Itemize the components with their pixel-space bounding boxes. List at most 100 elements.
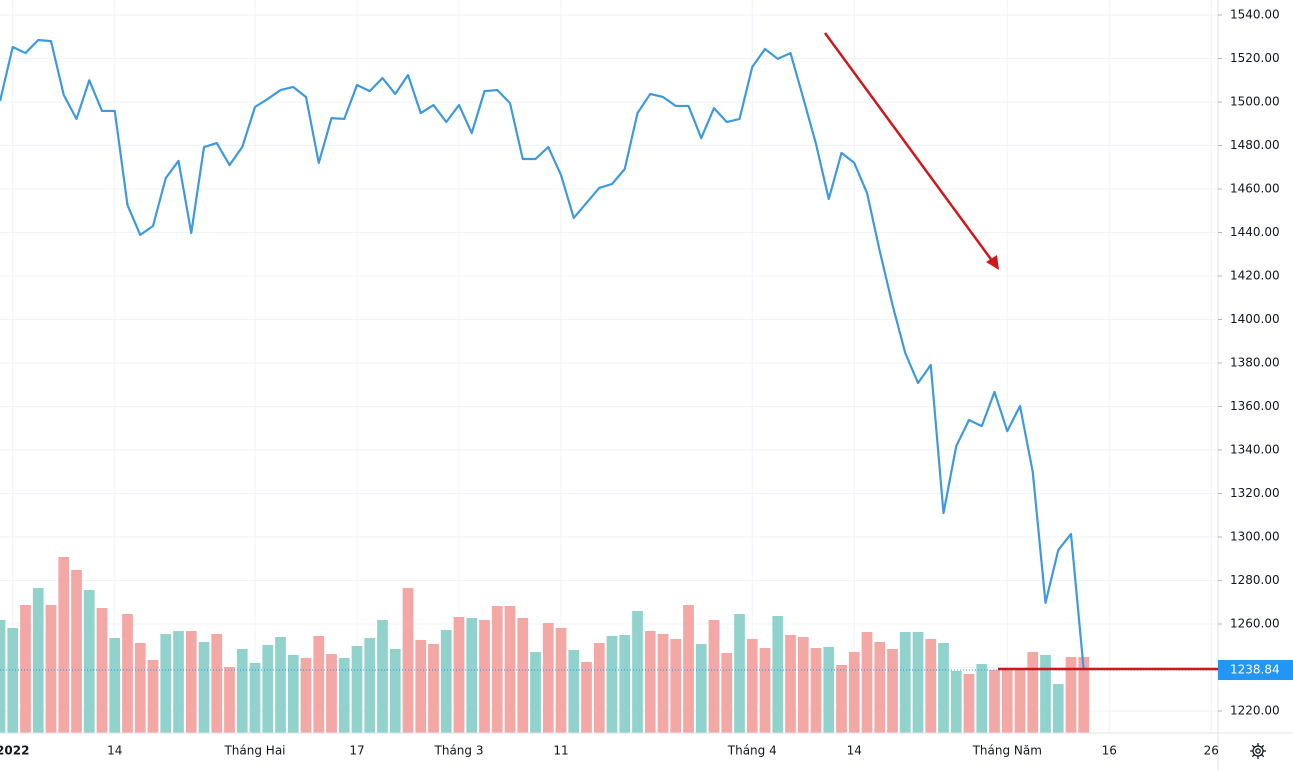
volume-bar (491, 606, 503, 733)
y-tick-label: 1420.00 (1230, 269, 1280, 283)
volume-bar (581, 662, 592, 733)
volume-bar (530, 652, 541, 733)
x-tick-label: Tháng 3 (434, 744, 484, 758)
volume-bar (134, 643, 146, 733)
y-tick-label: 1220.00 (1230, 704, 1280, 718)
volume-bar (326, 654, 337, 733)
y-tick-label: 1520.00 (1230, 51, 1280, 65)
volume-bar (1040, 655, 1051, 733)
price-line (0, 38, 1085, 671)
volume-bar (453, 617, 465, 733)
y-tick-label: 1260.00 (1230, 617, 1280, 631)
volume-bar (287, 655, 299, 733)
grid (0, 0, 1218, 733)
volume-bar (568, 650, 580, 733)
volume-bar (377, 620, 388, 733)
volume-bar (402, 588, 414, 733)
volume-bar (504, 606, 516, 733)
volume-bar (351, 646, 363, 733)
volume-bar (1065, 657, 1077, 733)
x-tick-label: 14 (107, 744, 122, 758)
volume-bar (440, 630, 452, 733)
volume-bar (734, 614, 745, 733)
trend-arrow (823, 32, 995, 263)
volume-bar (912, 632, 924, 733)
x-tick-label: 26 (1204, 744, 1219, 758)
x-tick-label: Tháng Hai (223, 744, 285, 758)
volume-bar (198, 642, 210, 733)
volume-bar (185, 631, 197, 733)
volume-bar (976, 664, 988, 733)
y-tick-label: 1380.00 (1230, 356, 1280, 370)
volume-bar (147, 660, 159, 733)
volume-bar (0, 620, 6, 733)
volume-bar (772, 616, 784, 733)
volume (0, 557, 1090, 733)
y-tick-label: 1280.00 (1230, 573, 1280, 587)
volume-bar (963, 674, 975, 733)
x-tick-label: Tháng Năm (972, 744, 1042, 758)
volume-bar (173, 631, 184, 733)
volume-bar (593, 643, 605, 733)
y-tick-label: 1540.00 (1230, 8, 1280, 22)
volume-bar (1014, 670, 1026, 733)
x-tick-label: 11 (553, 744, 568, 758)
volume-bar (7, 628, 19, 733)
volume-bar (759, 648, 771, 733)
volume-bar (657, 634, 669, 733)
volume-bar (683, 605, 694, 733)
volume-bar (275, 637, 286, 733)
y-tick-label: 1360.00 (1230, 399, 1280, 413)
volume-bar (1001, 670, 1013, 733)
volume-bar (122, 614, 133, 733)
price (0, 38, 1218, 671)
volume-bar (555, 628, 567, 733)
volume-bar (300, 658, 312, 733)
volume-bar (606, 636, 618, 733)
volume-bar (938, 643, 949, 733)
x-tick-label: Tháng 4 (727, 744, 777, 758)
volume-bar (517, 618, 529, 733)
y-tick-label: 1340.00 (1230, 443, 1280, 457)
volume-bar (236, 649, 248, 733)
volume-bar (989, 670, 1000, 733)
volume-bar (389, 649, 401, 733)
volume-bar (810, 648, 822, 733)
x-tick-label: 16 (1102, 744, 1117, 758)
last-value-label: 1238.84 (1230, 663, 1280, 677)
x-tick-label: 17 (349, 744, 364, 758)
y-tick-label: 1320.00 (1230, 486, 1280, 500)
y-tick-label: 1440.00 (1230, 225, 1280, 239)
volume-bar (83, 590, 95, 733)
last-value-box (1218, 660, 1293, 681)
volume-bar (32, 588, 44, 733)
x-tick-label: 2022 (0, 744, 29, 758)
volume-bar (428, 644, 439, 733)
volume-bar (670, 639, 682, 733)
volume-bar (224, 667, 235, 733)
volume-bar (479, 620, 490, 733)
volume-bar (785, 635, 796, 733)
volume-bar (1078, 657, 1090, 733)
volume-bar (58, 557, 70, 733)
volume-bar (695, 644, 707, 733)
volume-bar (848, 652, 860, 733)
volume-bar (887, 649, 898, 733)
volume-bar (619, 635, 631, 733)
volume-bar (836, 665, 847, 733)
volume-bar (823, 647, 835, 733)
volume-bar (632, 611, 643, 733)
x-tick-label: 14 (847, 744, 862, 758)
volume-bar (313, 636, 325, 733)
settings-icon[interactable] (1250, 743, 1266, 759)
volume-bar (20, 605, 31, 733)
y-tick-label: 1300.00 (1230, 530, 1280, 544)
volume-bar (644, 631, 656, 733)
volume-bar (746, 639, 758, 733)
volume-bar (899, 632, 911, 733)
volume-bar (1027, 652, 1039, 733)
volume-bar (364, 638, 376, 733)
volume-bar (262, 645, 274, 733)
y-tick-label: 1500.00 (1230, 95, 1280, 109)
